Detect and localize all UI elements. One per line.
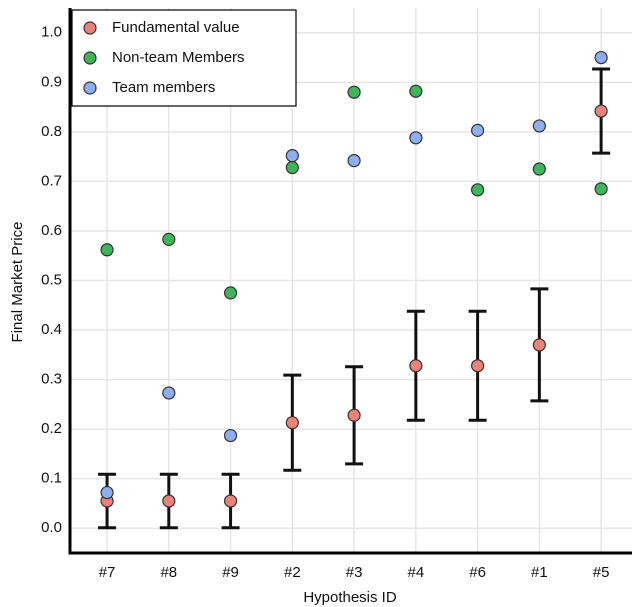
y-tick-label: 0.1 [41,470,62,487]
point [594,104,608,118]
point [162,232,176,246]
y-tick-label: 0.3 [41,371,62,388]
x-tick-label: #7 [99,564,116,581]
y-tick-label: 0.2 [41,420,62,437]
y-axis-label: Final Market Price [9,222,26,343]
point [532,338,546,352]
legend-label: Non-team Members [112,49,245,66]
y-tick-label: 0.7 [41,172,62,189]
point [532,119,546,133]
x-tick-label: #4 [408,564,425,581]
legend-label: Team members [112,79,215,96]
y-tick-label: 0.9 [41,73,62,90]
point [347,154,361,168]
legend-marker [83,81,97,95]
point [471,359,485,373]
point [285,149,299,163]
legend-marker [83,51,97,65]
x-tick-label: #5 [593,564,610,581]
point [223,494,238,508]
x-tick-label: #2 [284,564,301,581]
x-tick-label: #3 [346,564,363,581]
point [532,162,546,176]
point [162,494,176,508]
point [409,84,423,98]
point [471,123,485,137]
point [100,243,114,257]
y-tick-label: 0.5 [41,271,62,288]
point [594,50,608,65]
point [409,359,423,373]
point [285,160,299,175]
point [471,183,485,197]
y-tick-label: 1.0 [41,24,62,41]
point [223,428,238,443]
y-tick-label: 0.8 [41,123,62,140]
x-tick-label: #8 [160,564,177,581]
y-tick-label: 0.4 [41,321,62,338]
point [409,131,423,145]
legend-marker [83,21,97,35]
point [347,408,361,422]
x-axis-label: Hypothesis ID [303,589,397,606]
y-tick-label: 0.6 [41,222,62,239]
legend-box [71,9,297,107]
legend-label: Fundamental value [112,19,240,36]
x-tick-label: #1 [531,564,548,581]
point [347,85,361,99]
point [162,386,176,400]
x-tick-label: #6 [469,564,486,581]
x-tick-label: #9 [222,564,239,581]
y-tick-label: 0.0 [41,519,62,536]
point [594,182,608,196]
point [223,286,238,300]
point [100,485,114,500]
point [285,416,299,430]
